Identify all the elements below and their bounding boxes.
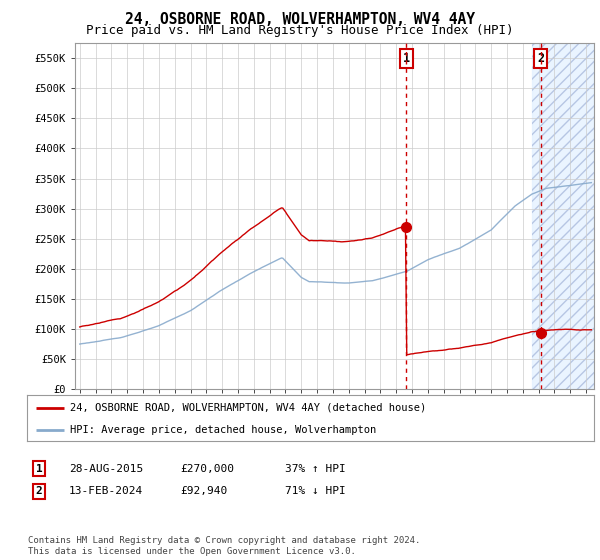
Text: 1: 1: [403, 52, 410, 65]
Bar: [532, 43, 594, 389]
Text: 24, OSBORNE ROAD, WOLVERHAMPTON, WV4 4AY: 24, OSBORNE ROAD, WOLVERHAMPTON, WV4 4AY: [125, 12, 475, 27]
Text: Contains HM Land Registry data © Crown copyright and database right 2024.
This d: Contains HM Land Registry data © Crown c…: [28, 536, 421, 556]
Text: 13-FEB-2024: 13-FEB-2024: [69, 486, 143, 496]
Text: 24, OSBORNE ROAD, WOLVERHAMPTON, WV4 4AY (detached house): 24, OSBORNE ROAD, WOLVERHAMPTON, WV4 4AY…: [70, 403, 426, 413]
Text: 1: 1: [35, 464, 43, 474]
Text: 2: 2: [35, 486, 43, 496]
Text: 28-AUG-2015: 28-AUG-2015: [69, 464, 143, 474]
Text: £270,000: £270,000: [180, 464, 234, 474]
Text: 2: 2: [537, 52, 544, 65]
Text: 37% ↑ HPI: 37% ↑ HPI: [285, 464, 346, 474]
Text: 71% ↓ HPI: 71% ↓ HPI: [285, 486, 346, 496]
Text: HPI: Average price, detached house, Wolverhampton: HPI: Average price, detached house, Wolv…: [70, 424, 376, 435]
Bar: [532, 43, 594, 389]
Text: £92,940: £92,940: [180, 486, 227, 496]
Text: Price paid vs. HM Land Registry's House Price Index (HPI): Price paid vs. HM Land Registry's House …: [86, 24, 514, 36]
